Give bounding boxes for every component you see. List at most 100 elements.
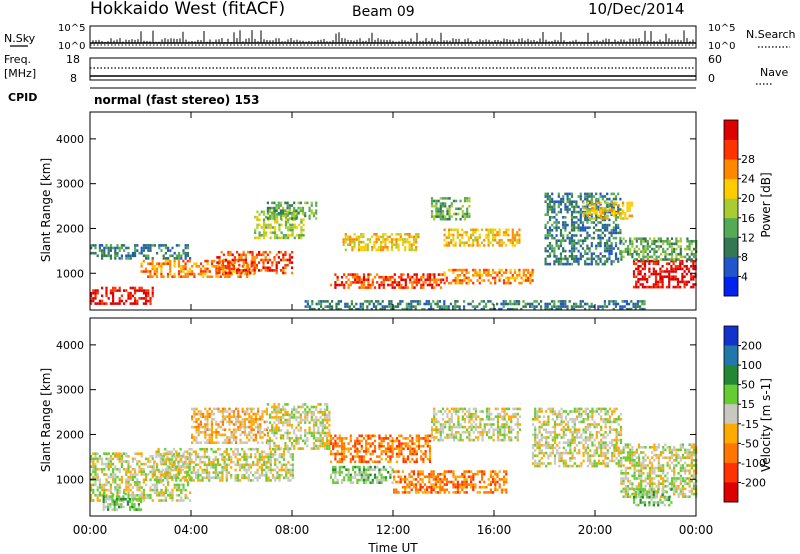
echo-cell — [183, 466, 187, 469]
echo-cell — [212, 471, 215, 474]
echo-cell — [312, 413, 316, 417]
echo-cell — [268, 416, 272, 419]
echo-cell — [681, 275, 684, 278]
echo-cell — [405, 307, 408, 311]
echo-cell — [382, 439, 385, 443]
echo-cell — [442, 278, 445, 282]
echo-cell — [579, 305, 582, 308]
echo-cell — [265, 471, 268, 474]
echo-cell — [151, 291, 154, 295]
echo-cell — [285, 476, 288, 480]
echo-cell — [398, 442, 401, 445]
echo-cell — [286, 431, 289, 435]
echo-cell — [391, 442, 394, 445]
echo-cell — [184, 244, 187, 247]
echo-cell — [186, 272, 189, 276]
echo-cell — [345, 447, 348, 451]
echo-cell — [131, 486, 134, 489]
echo-cell — [603, 226, 607, 229]
echo-cell — [199, 455, 202, 459]
echo-cell — [158, 262, 161, 265]
echo-cell — [430, 202, 434, 205]
echo-cell — [463, 212, 467, 216]
echo-cell — [153, 265, 156, 268]
echo-cell — [380, 452, 383, 456]
echo-cell — [265, 231, 268, 234]
echo-cell — [402, 286, 405, 289]
echo-cell — [439, 207, 442, 211]
echo-cell — [648, 285, 651, 289]
echo-cell — [205, 473, 209, 477]
echo-cell — [350, 302, 353, 306]
echo-cell — [357, 238, 361, 241]
echo-cell — [256, 223, 259, 227]
echo-cell — [208, 441, 211, 444]
echo-cell — [688, 255, 691, 259]
echo-cell — [398, 444, 401, 448]
echo-cell — [287, 476, 290, 480]
echo-cell — [379, 307, 382, 311]
echo-cell — [644, 237, 647, 240]
echo-cell — [398, 450, 401, 453]
echo-cell — [415, 437, 418, 440]
echo-cell — [145, 462, 148, 466]
echo-cell — [94, 473, 97, 476]
echo-cell — [362, 275, 366, 279]
echo-cell — [654, 275, 658, 278]
echo-cell — [184, 257, 187, 260]
echo-cell — [367, 476, 370, 479]
echo-cell — [228, 412, 231, 416]
echo-cell — [408, 305, 411, 308]
echo-cell — [595, 205, 598, 209]
echo-cell — [224, 265, 227, 268]
echo-cell — [134, 286, 137, 290]
echo-cell — [286, 418, 289, 422]
echo-cell — [312, 444, 316, 448]
echo-cell — [271, 226, 274, 229]
echo-cell — [683, 270, 686, 273]
echo-cell — [257, 441, 260, 444]
echo-cell — [193, 407, 196, 411]
echo-cell — [115, 503, 118, 506]
echo-cell — [467, 302, 470, 306]
echo-cell — [284, 226, 288, 229]
echo-cell — [113, 505, 116, 509]
echo-cell — [127, 494, 130, 497]
echo-cell — [197, 428, 200, 431]
echo-cell — [227, 471, 231, 474]
echo-cell — [301, 439, 305, 443]
echo-cell — [213, 407, 216, 411]
echo-cell — [399, 235, 402, 239]
echo-cell — [336, 444, 339, 448]
echo-cell — [155, 270, 159, 273]
echo-cell — [586, 244, 589, 248]
echo-cell — [161, 468, 165, 472]
echo-cell — [168, 450, 171, 454]
echo-cell — [349, 447, 352, 451]
echo-cell — [562, 221, 565, 224]
echo-cell — [621, 305, 624, 308]
echo-cell — [653, 250, 656, 253]
echo-cell — [229, 253, 232, 257]
echo-cell — [516, 241, 519, 245]
echo-cell — [186, 471, 189, 474]
echo-cell — [145, 496, 148, 500]
echo-cell — [90, 460, 93, 463]
echo-cell — [284, 403, 287, 406]
echo-cell — [112, 481, 115, 484]
echo-cell — [247, 476, 250, 480]
echo-cell — [413, 450, 416, 453]
echo-cell — [268, 439, 272, 443]
echo-cell — [373, 465, 377, 469]
echo-cell — [441, 202, 445, 205]
echo-cell — [513, 244, 517, 247]
echo-cell — [357, 246, 361, 249]
echo-cell — [118, 249, 121, 252]
echo-cell — [230, 431, 233, 434]
echo-cell — [551, 249, 554, 253]
echo-cell — [134, 475, 137, 479]
echo-cell — [301, 410, 305, 414]
echo-cell — [382, 281, 385, 284]
echo-cell — [286, 429, 289, 432]
echo-cell — [188, 447, 191, 451]
